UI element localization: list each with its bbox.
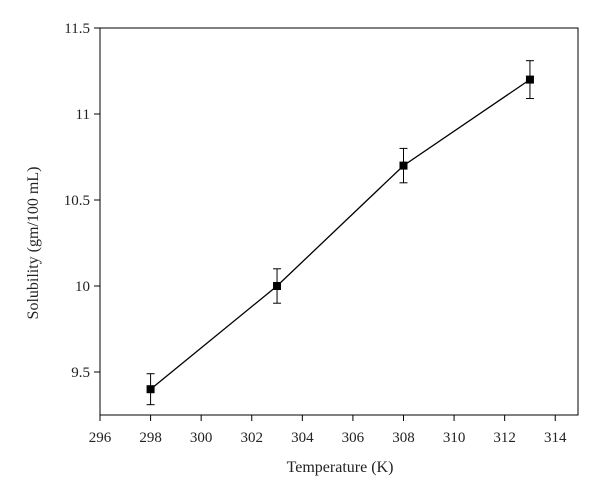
x-tick-label: 308	[392, 430, 415, 446]
series-line	[150, 79, 531, 390]
plot-area	[99, 27, 579, 416]
y-tick-label: 10.5	[64, 193, 90, 209]
x-tick-label: 302	[240, 430, 263, 446]
data-point	[146, 385, 155, 394]
data-point	[273, 282, 282, 290]
y-tick-label: 11	[76, 107, 90, 123]
y-tick-label: 9.5	[71, 365, 90, 381]
data-point	[525, 75, 534, 84]
x-tick-label: 300	[190, 430, 213, 446]
series-layer	[146, 60, 534, 406]
y-tick-label: 11.5	[64, 21, 90, 37]
x-tick-label: 304	[291, 430, 314, 446]
plot-frame	[99, 27, 579, 416]
x-tick-label: 298	[139, 430, 162, 446]
y-axis-title: Solubility (gm/100 mL)	[25, 167, 42, 320]
x-axis-title: Temperature (K)	[287, 459, 394, 476]
x-tick-label: 314	[544, 430, 567, 446]
x-tick-label: 306	[342, 430, 365, 446]
x-axis: 296 298 300 302 304 306 308 310 312 314	[89, 415, 567, 446]
y-axis: 9.5 10 10.5 11 11.5	[64, 21, 100, 381]
x-tick-label: 296	[89, 430, 112, 446]
data-point	[399, 161, 408, 170]
x-tick-label: 312	[493, 430, 516, 446]
x-tick-label: 310	[443, 430, 466, 446]
y-tick-label: 10	[75, 279, 90, 295]
